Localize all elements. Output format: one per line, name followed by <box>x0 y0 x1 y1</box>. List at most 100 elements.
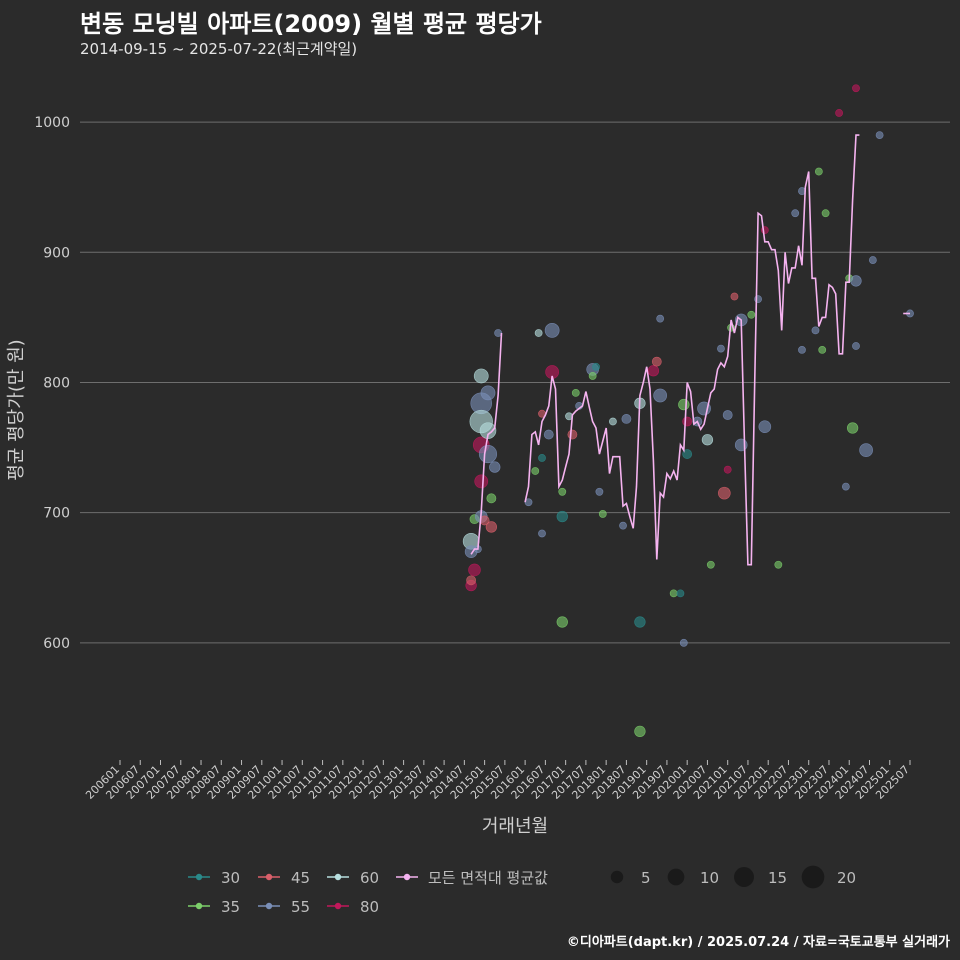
size-legend-circle <box>610 870 624 884</box>
source-credit: ©디아파트(dapt.kr) / 2025.07.24 / 자료=국토교통부 실… <box>566 935 950 950</box>
average-line <box>470 332 503 555</box>
data-point <box>556 510 568 523</box>
data-point <box>718 486 731 500</box>
data-point <box>850 275 862 287</box>
data-point <box>859 443 873 458</box>
size-legend-label: 5 <box>641 869 651 887</box>
data-point <box>875 131 884 139</box>
data-point <box>852 342 860 350</box>
legend-key-point <box>195 902 203 910</box>
y-tick-label: 900 <box>43 245 70 261</box>
data-point <box>651 356 662 367</box>
legend-key-point <box>195 873 203 881</box>
data-point <box>538 454 546 462</box>
data-point <box>474 474 489 489</box>
average-line <box>524 134 860 566</box>
x-axis-label: 거래년월 <box>482 816 548 837</box>
data-point <box>538 529 546 538</box>
y-tick-label: 1000 <box>34 115 70 131</box>
data-point <box>571 388 580 397</box>
data-point <box>634 725 646 738</box>
legend-key-point <box>334 873 342 881</box>
legend-key-point <box>265 902 273 910</box>
data-point <box>835 109 844 117</box>
data-point <box>543 429 554 440</box>
data-point <box>722 410 733 420</box>
data-point <box>701 434 714 446</box>
data-point <box>468 563 481 577</box>
data-point <box>588 372 597 380</box>
data-point <box>791 209 800 218</box>
data-point <box>774 560 783 569</box>
legend-key-point <box>265 873 273 881</box>
legend-key-point <box>403 873 411 881</box>
chart-subtitle: 2014-09-15 ~ 2025-07-22(최근계약일) <box>80 40 358 58</box>
legend-key-point <box>334 902 342 910</box>
data-point <box>619 521 627 530</box>
data-point <box>758 420 772 434</box>
size-legend-label: 10 <box>700 869 719 887</box>
data-point <box>473 368 489 384</box>
data-point <box>798 346 806 354</box>
y-tick-label: 700 <box>43 506 70 522</box>
data-point <box>678 398 690 411</box>
data-point <box>653 388 668 403</box>
legend-label-average: 모든 면적대 평균값 <box>428 869 548 887</box>
data-point <box>621 414 632 424</box>
data-point <box>656 314 665 323</box>
y-tick-label: 800 <box>43 375 70 391</box>
data-point <box>609 417 617 426</box>
data-point <box>682 416 693 427</box>
data-point <box>494 329 503 337</box>
data-point <box>730 292 739 301</box>
legend-label: 35 <box>221 898 240 916</box>
data-point <box>485 521 498 533</box>
data-point <box>534 329 543 337</box>
data-point <box>682 449 693 459</box>
data-point <box>852 84 860 93</box>
data-point <box>818 346 827 354</box>
size-legend-label: 20 <box>837 869 856 887</box>
data-point <box>669 589 678 598</box>
data-point <box>868 256 877 264</box>
data-point <box>480 385 496 401</box>
size-legend-label: 15 <box>768 869 787 887</box>
data-point <box>531 467 540 475</box>
data-point <box>841 482 850 491</box>
data-point <box>717 344 725 353</box>
data-point <box>634 616 646 628</box>
data-point <box>747 310 756 319</box>
data-point <box>647 365 660 377</box>
legend-label: 45 <box>291 869 310 887</box>
data-point <box>592 362 600 371</box>
data-point <box>544 322 560 338</box>
legend-label: 60 <box>360 869 379 887</box>
data-point <box>706 560 715 569</box>
data-point <box>466 575 477 586</box>
y-axis-label: 평균 평당가(만 원) <box>6 339 27 480</box>
legend-label: 80 <box>360 898 379 916</box>
chart-title: 변동 모닝빌 아파트(2009) 월별 평균 평당가 <box>80 10 542 38</box>
data-point <box>478 444 498 464</box>
legend-label: 30 <box>221 869 240 887</box>
data-point <box>676 589 685 598</box>
data-point <box>814 167 823 176</box>
data-point <box>524 498 533 507</box>
size-legend-circle <box>801 865 825 889</box>
data-point <box>821 209 830 218</box>
size-legend-circle <box>734 867 754 887</box>
data-point <box>486 493 497 504</box>
data-point <box>723 465 732 474</box>
data-point <box>811 326 820 335</box>
legend-label: 55 <box>291 898 310 916</box>
data-point <box>558 487 567 496</box>
data-point <box>595 487 604 496</box>
y-tick-label: 600 <box>43 636 70 652</box>
data-point <box>489 461 501 473</box>
data-point <box>846 422 859 434</box>
data-point <box>679 638 688 647</box>
size-legend-circle <box>667 868 685 886</box>
data-point <box>567 429 578 440</box>
data-point <box>556 616 568 628</box>
